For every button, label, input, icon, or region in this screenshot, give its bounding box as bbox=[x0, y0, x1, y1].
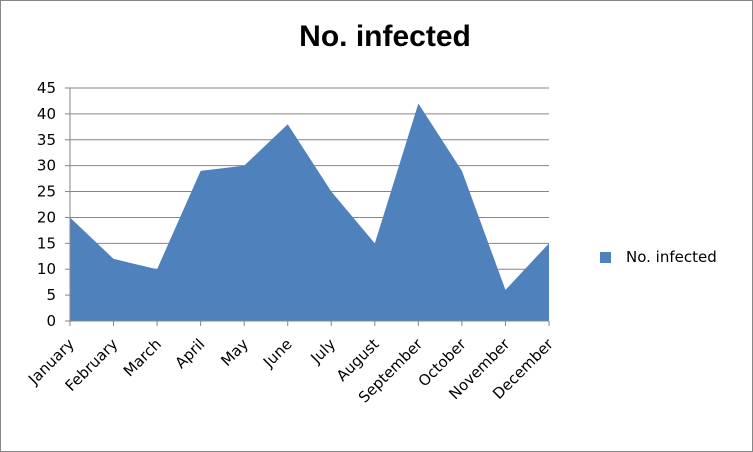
y-tick-label: 40 bbox=[37, 105, 56, 123]
y-tick-label: 20 bbox=[37, 208, 56, 226]
x-tick-label: May bbox=[217, 335, 252, 370]
y-tick-label: 30 bbox=[37, 157, 56, 175]
chart-title: No. infected bbox=[299, 20, 471, 53]
x-tick-label: April bbox=[171, 335, 208, 372]
y-tick-label: 10 bbox=[37, 260, 56, 278]
y-tick-label: 5 bbox=[46, 286, 56, 304]
x-tick-label: March bbox=[120, 335, 165, 380]
y-tick-label: 45 bbox=[37, 79, 56, 97]
legend: No. infected bbox=[600, 248, 717, 266]
x-tick-label: June bbox=[259, 335, 296, 372]
y-tick-label: 35 bbox=[37, 131, 56, 149]
legend-label: No. infected bbox=[626, 248, 717, 266]
x-tick-label: July bbox=[307, 335, 340, 368]
y-tick-label: 0 bbox=[46, 312, 56, 330]
area-series bbox=[70, 103, 549, 322]
y-tick-label: 25 bbox=[37, 183, 56, 201]
legend-swatch bbox=[600, 251, 611, 263]
y-tick-label: 15 bbox=[37, 234, 56, 252]
